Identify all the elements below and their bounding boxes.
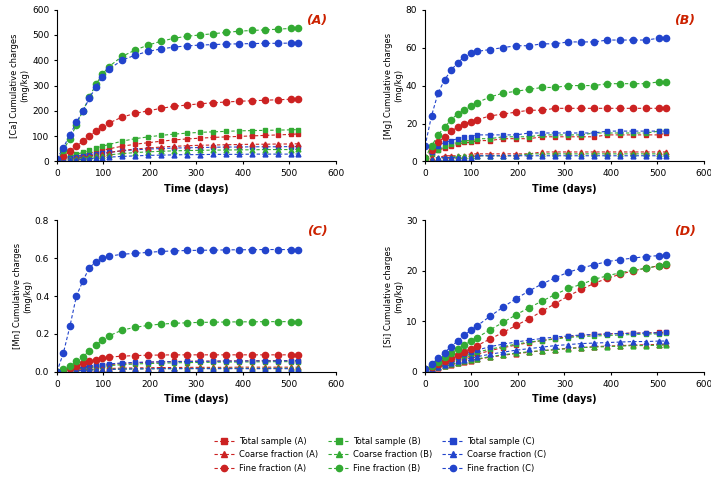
X-axis label: Time (days): Time (days) [532,394,597,404]
Text: (B): (B) [675,14,695,27]
X-axis label: Time (days): Time (days) [532,183,597,194]
Text: (C): (C) [306,225,327,238]
Legend: Total sample (A), Coarse fraction (A), Fine fraction (A), Total sample (B), Coar: Total sample (A), Coarse fraction (A), F… [214,437,547,472]
X-axis label: Time (days): Time (days) [164,394,229,404]
Y-axis label: [Mn] Cumulative charges
(mg/kg): [Mn] Cumulative charges (mg/kg) [13,243,32,349]
X-axis label: Time (days): Time (days) [164,183,229,194]
Text: (D): (D) [673,225,695,238]
Y-axis label: [Si] Cumulative charges
(mg/kg): [Si] Cumulative charges (mg/kg) [384,245,403,347]
Y-axis label: [Ca] Cumulative charges
(mg/kg): [Ca] Cumulative charges (mg/kg) [10,33,29,138]
Text: (A): (A) [306,14,327,27]
Y-axis label: [Mg] Cumulative charges
(mg/kg): [Mg] Cumulative charges (mg/kg) [384,32,403,138]
